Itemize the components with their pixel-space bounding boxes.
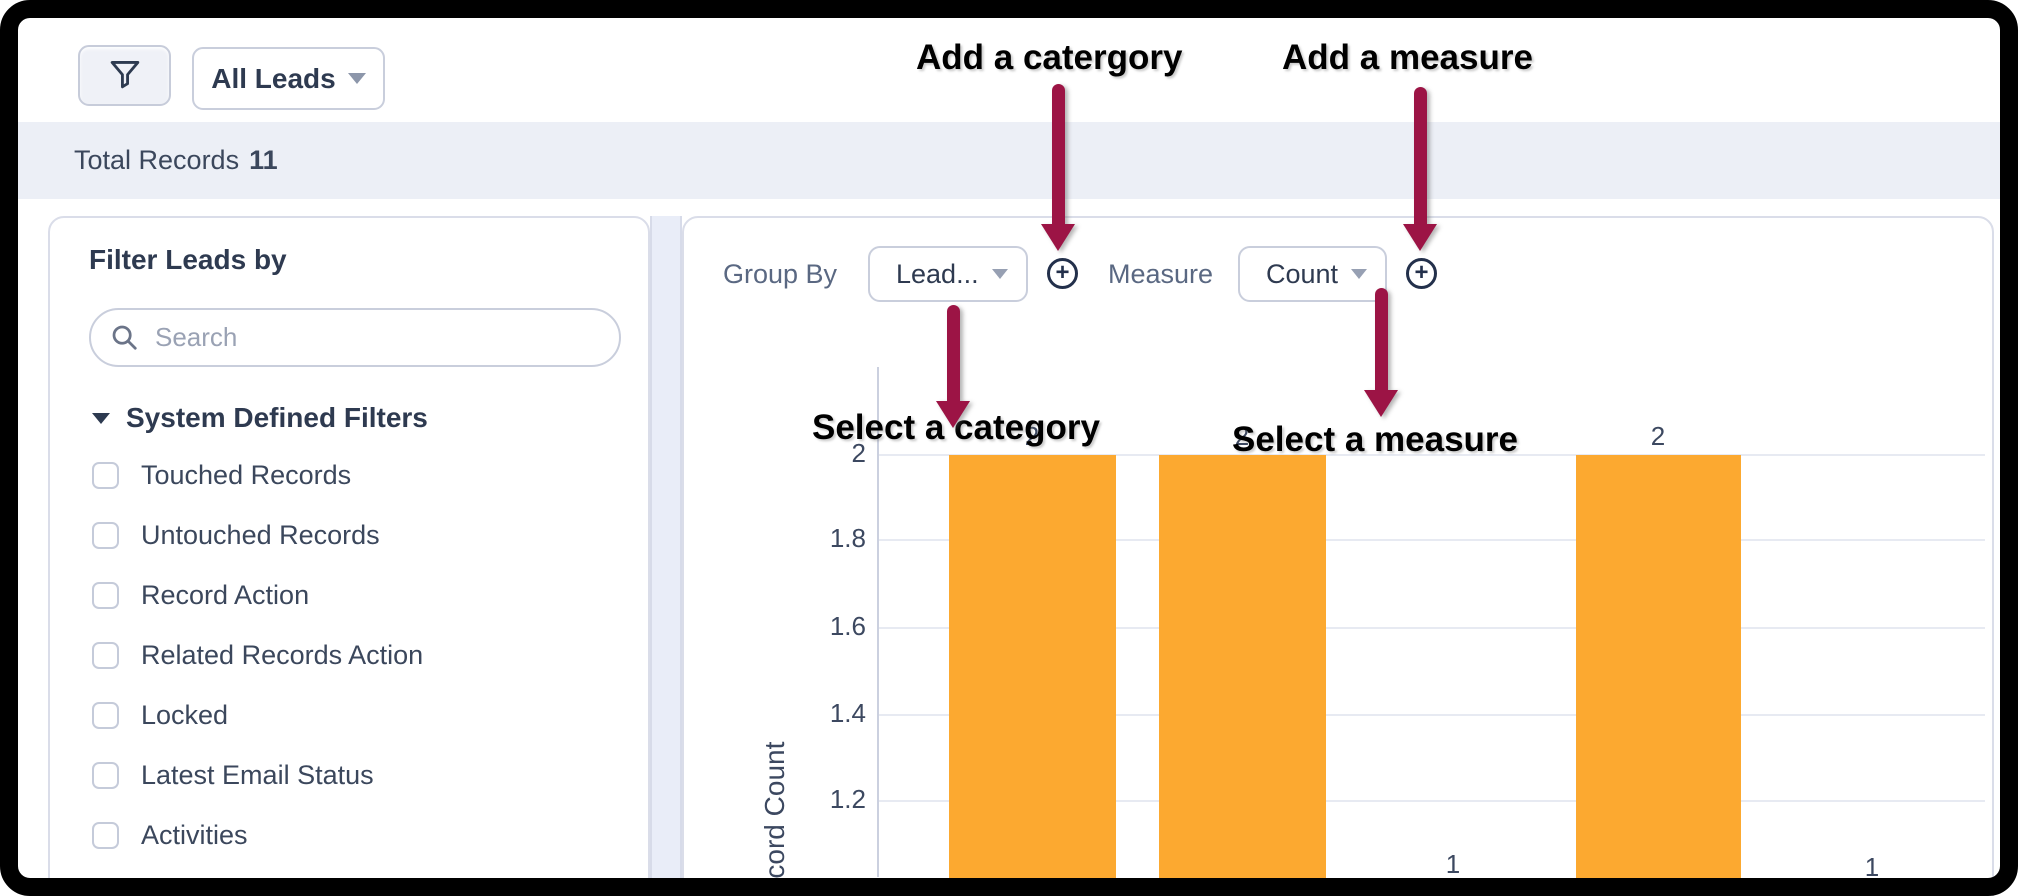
annotation-arrow-to-add-measure [1403, 87, 1437, 251]
chart-bar-4[interactable] [1576, 455, 1741, 885]
total-records-count: 11 [249, 145, 278, 175]
filter-row-touched-records: Touched Records [92, 460, 351, 491]
arrow-head-icon [1041, 224, 1075, 251]
annotation-arrow-to-select-category [936, 305, 970, 428]
bar-value-label: 1 [1445, 849, 1461, 879]
filter-label: Activities [141, 820, 248, 850]
search-icon [112, 325, 137, 350]
search-box [89, 308, 621, 367]
chevron-down-icon [347, 73, 366, 84]
filter-label: Related Records Action [141, 640, 424, 670]
gridline [878, 714, 1985, 716]
measure-value: Count [1266, 258, 1339, 289]
checkbox-related-records-action[interactable] [92, 642, 119, 669]
chart-bar-1[interactable] [949, 455, 1116, 885]
arrow-head-icon [936, 401, 970, 428]
gridline [878, 627, 1985, 629]
arrow-shaft [1051, 84, 1065, 224]
bar-value-label: 2 [1024, 421, 1040, 451]
bar-value-label: 2 [1650, 421, 1666, 451]
filter-row-locked: Locked [92, 700, 228, 731]
arrow-shaft [946, 305, 960, 401]
measure-label: Measure [1108, 259, 1214, 289]
checkbox-activities[interactable] [92, 822, 119, 849]
filter-label: Latest Email Status [141, 760, 374, 790]
annotation-add-measure: Add a measure [1282, 38, 1533, 77]
chevron-down-icon [1351, 269, 1367, 279]
annotation-arrow-to-add-category [1041, 84, 1075, 251]
search-input[interactable] [89, 308, 621, 367]
chart-panel [682, 216, 1994, 896]
funnel-icon [107, 57, 143, 94]
filter-panel-title: Filter Leads by [89, 244, 287, 275]
y-tick-label: 1.4 [829, 698, 866, 728]
filter-row-record-action: Record Action [92, 580, 309, 611]
y-tick-label: 2 [851, 438, 866, 468]
lead-view-value: All Leads [211, 62, 336, 94]
add-category-button[interactable]: + [1047, 258, 1078, 289]
bar-value-label: 1 [1864, 852, 1880, 882]
filter-row-untouched-records: Untouched Records [92, 520, 380, 551]
bar-value-label: 2 [1234, 421, 1250, 451]
filter-label: Untouched Records [141, 520, 380, 550]
checkbox-record-action[interactable] [92, 582, 119, 609]
y-tick-label: 1.2 [829, 784, 866, 814]
chevron-down-icon [992, 269, 1008, 279]
collapse-triangle-icon [92, 412, 110, 424]
section-system-defined-filters[interactable]: System Defined Filters [92, 402, 428, 434]
filter-label: Touched Records [141, 460, 352, 490]
y-tick-label: 1.6 [829, 611, 866, 641]
annotation-select-measure: Select a measure [1232, 420, 1519, 459]
filter-label: Locked [141, 700, 229, 730]
group-by-label: Group By [723, 259, 838, 289]
y-axis-title: Record Count [759, 741, 790, 896]
arrow-head-icon [1403, 224, 1437, 251]
annotation-add-category: Add a catergory [916, 38, 1183, 77]
checkbox-touched-records[interactable] [92, 462, 119, 489]
filter-button[interactable] [78, 45, 171, 106]
group-by-dropdown[interactable]: Lead... [868, 246, 1028, 302]
measure-dropdown[interactable]: Count [1238, 246, 1387, 302]
add-measure-button[interactable]: + [1406, 258, 1437, 289]
y-axis-line [877, 367, 879, 877]
checkbox-untouched-records[interactable] [92, 522, 119, 549]
filter-row-activities: Activities [92, 820, 248, 851]
records-bar: Total Records 11 [0, 122, 2018, 199]
gridline [878, 454, 1985, 456]
filter-row-related-records-action: Related Records Action [92, 640, 423, 671]
section-label: System Defined Filters [126, 402, 428, 433]
filter-row-latest-email-status: Latest Email Status [92, 760, 374, 791]
checkbox-latest-email-status[interactable] [92, 762, 119, 789]
chart-bar-2[interactable] [1159, 455, 1326, 885]
lead-view-dropdown[interactable]: All Leads [192, 47, 385, 110]
total-records-label: Total Records [74, 145, 240, 175]
filter-panel: Filter Leads by System Defined Filters T… [48, 216, 650, 896]
gridline [878, 800, 1985, 802]
annotation-arrow-to-select-measure [1364, 288, 1398, 417]
filter-label: Record Action [141, 580, 310, 610]
arrow-shaft [1374, 288, 1388, 390]
y-tick-label: 1.8 [829, 523, 866, 553]
gridline [878, 539, 1985, 541]
arrow-shaft [1413, 87, 1427, 224]
arrow-head-icon [1364, 390, 1398, 417]
group-by-value: Lead... [896, 258, 979, 289]
panel-divider-scroll-track[interactable] [650, 216, 682, 896]
checkbox-locked[interactable] [92, 702, 119, 729]
